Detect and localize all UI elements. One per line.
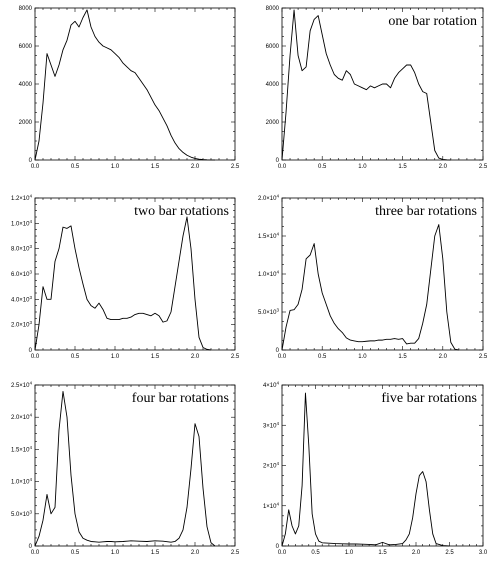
y-tick-label: 4000 (19, 82, 33, 88)
y-tick-label: 1.0×104 (11, 477, 33, 486)
plot-frame (34, 197, 236, 351)
x-tick-label: 0.5 (311, 550, 320, 556)
x-tick-label: 0.5 (71, 550, 80, 556)
chart-panel-2: 0.0 0.5 1.0 1.5 2.0 2.5 0 2000 4000 6000 8000 one b… (266, 6, 488, 170)
x-tick-label: 1.0 (111, 550, 120, 556)
x-tick-label: 1.0 (111, 354, 120, 360)
x-tick-label: 3.0 (479, 550, 488, 556)
y-tick-label: 8.0×103 (11, 244, 33, 253)
y-tick-label: 1.5×104 (258, 232, 280, 241)
chart-panel-5: 0.0 0.5 1.0 1.5 2.0 2.5 0 5.0×103 1.0×104 1.5×104… (11, 381, 240, 557)
y-tick-label: 5.0×103 (258, 308, 280, 317)
x-tick-label: 2.5 (231, 354, 240, 360)
y-tick-label: 8000 (19, 6, 33, 12)
y-tick-label: 6000 (19, 44, 33, 50)
y-tick-label: 0 (276, 544, 280, 550)
y-tick-label: 6.0×103 (11, 270, 33, 279)
x-tick-label: 0.5 (71, 164, 80, 170)
series-line (281, 224, 459, 351)
y-tick-label: 1.5×104 (11, 445, 33, 454)
y-tick-label: 2000 (266, 120, 280, 126)
x-tick-label: 0.0 (278, 550, 287, 556)
x-tick-label: 2.5 (479, 354, 488, 360)
x-tick-label: 0.5 (71, 354, 80, 360)
x-tick-label: 2.5 (231, 164, 240, 170)
chart-panel-6: 0.0 0.5 1.0 1.5 2.0 2.5 3.0 0 1×104 2×104 3×104 4×1… (263, 381, 488, 557)
chart-panel-3: 0.0 0.5 1.0 1.5 2.0 2.5 0 2.0×103 4.0×103 6.0×103… (11, 194, 240, 361)
panel-title: three bar rotations (375, 204, 477, 219)
series-line (281, 9, 451, 161)
y-tick-label: 6000 (266, 44, 280, 50)
x-tick-label: 0.5 (318, 354, 327, 360)
plot-frame (281, 384, 484, 547)
y-tick-label: 2.0×104 (258, 194, 280, 203)
x-tick-label: 2.0 (191, 354, 200, 360)
x-tick-label: 2.0 (412, 550, 421, 556)
y-tick-label: 2.5×104 (11, 381, 33, 390)
series-line (281, 392, 450, 547)
x-tick-label: 2.0 (191, 550, 200, 556)
y-tick-label: 4000 (266, 82, 280, 88)
x-tick-label: 1.5 (398, 354, 407, 360)
x-tick-label: 0.0 (31, 164, 40, 170)
y-tick-label: 2.0×104 (11, 413, 33, 422)
x-tick-label: 1.5 (398, 164, 407, 170)
y-tick-label: 0 (29, 544, 33, 550)
y-tick-label: 5.0×103 (11, 509, 33, 518)
x-tick-label: 2.0 (191, 164, 200, 170)
x-tick-label: 1.0 (111, 164, 120, 170)
x-tick-label: 0.0 (278, 164, 287, 170)
x-tick-label: 1.0 (345, 550, 354, 556)
panel-title: two bar rotations (134, 204, 229, 219)
x-tick-label: 0.0 (278, 354, 287, 360)
y-tick-label: 0 (29, 348, 33, 354)
x-tick-label: 0.0 (31, 550, 40, 556)
y-tick-label: 0 (276, 158, 280, 164)
x-tick-label: 0.5 (318, 164, 327, 170)
x-tick-label: 2.5 (479, 164, 488, 170)
plot-frame (281, 197, 484, 351)
y-tick-label: 3×104 (263, 421, 280, 430)
series-line (34, 390, 216, 547)
x-tick-label: 1.0 (358, 354, 367, 360)
x-tick-label: 1.5 (151, 354, 160, 360)
x-tick-label: 1.5 (151, 164, 160, 170)
x-tick-label: 2.0 (439, 354, 448, 360)
y-tick-label: 2×104 (263, 461, 280, 470)
plot-frame (34, 7, 236, 161)
y-tick-label: 1×104 (263, 501, 280, 510)
series-line (34, 9, 216, 161)
x-tick-label: 2.5 (445, 550, 454, 556)
y-tick-label: 1.0×104 (258, 270, 280, 279)
plot-frame (34, 384, 236, 547)
x-tick-label: 1.5 (151, 550, 160, 556)
y-tick-label: 2.0×103 (11, 320, 33, 329)
y-tick-label: 1.0×104 (11, 219, 33, 228)
y-tick-label: 1.2×104 (11, 194, 33, 203)
x-tick-label: 1.5 (378, 550, 387, 556)
x-tick-label: 2.0 (439, 164, 448, 170)
panel-title: five bar rotations (381, 391, 477, 406)
chart-panel-4: 0.0 0.5 1.0 1.5 2.0 2.5 0 5.0×103 1.0×104 1.5×104… (258, 194, 488, 361)
panel-title: one bar rotation (388, 14, 477, 29)
y-tick-label: 4×104 (263, 381, 280, 390)
y-tick-label: 2000 (19, 120, 33, 126)
panel-title: four bar rotations (132, 391, 229, 406)
series-line (34, 216, 212, 351)
chart-panel-1: 0.0 0.5 1.0 1.5 2.0 2.5 0 2000 4000 6000 8000 (19, 6, 240, 170)
y-tick-label: 0 (29, 158, 33, 164)
y-tick-label: 4.0×103 (11, 295, 33, 304)
y-tick-label: 0 (276, 348, 280, 354)
x-tick-label: 0.0 (31, 354, 40, 360)
x-tick-label: 1.0 (358, 164, 367, 170)
y-tick-label: 8000 (266, 6, 280, 12)
x-tick-label: 2.5 (231, 550, 240, 556)
